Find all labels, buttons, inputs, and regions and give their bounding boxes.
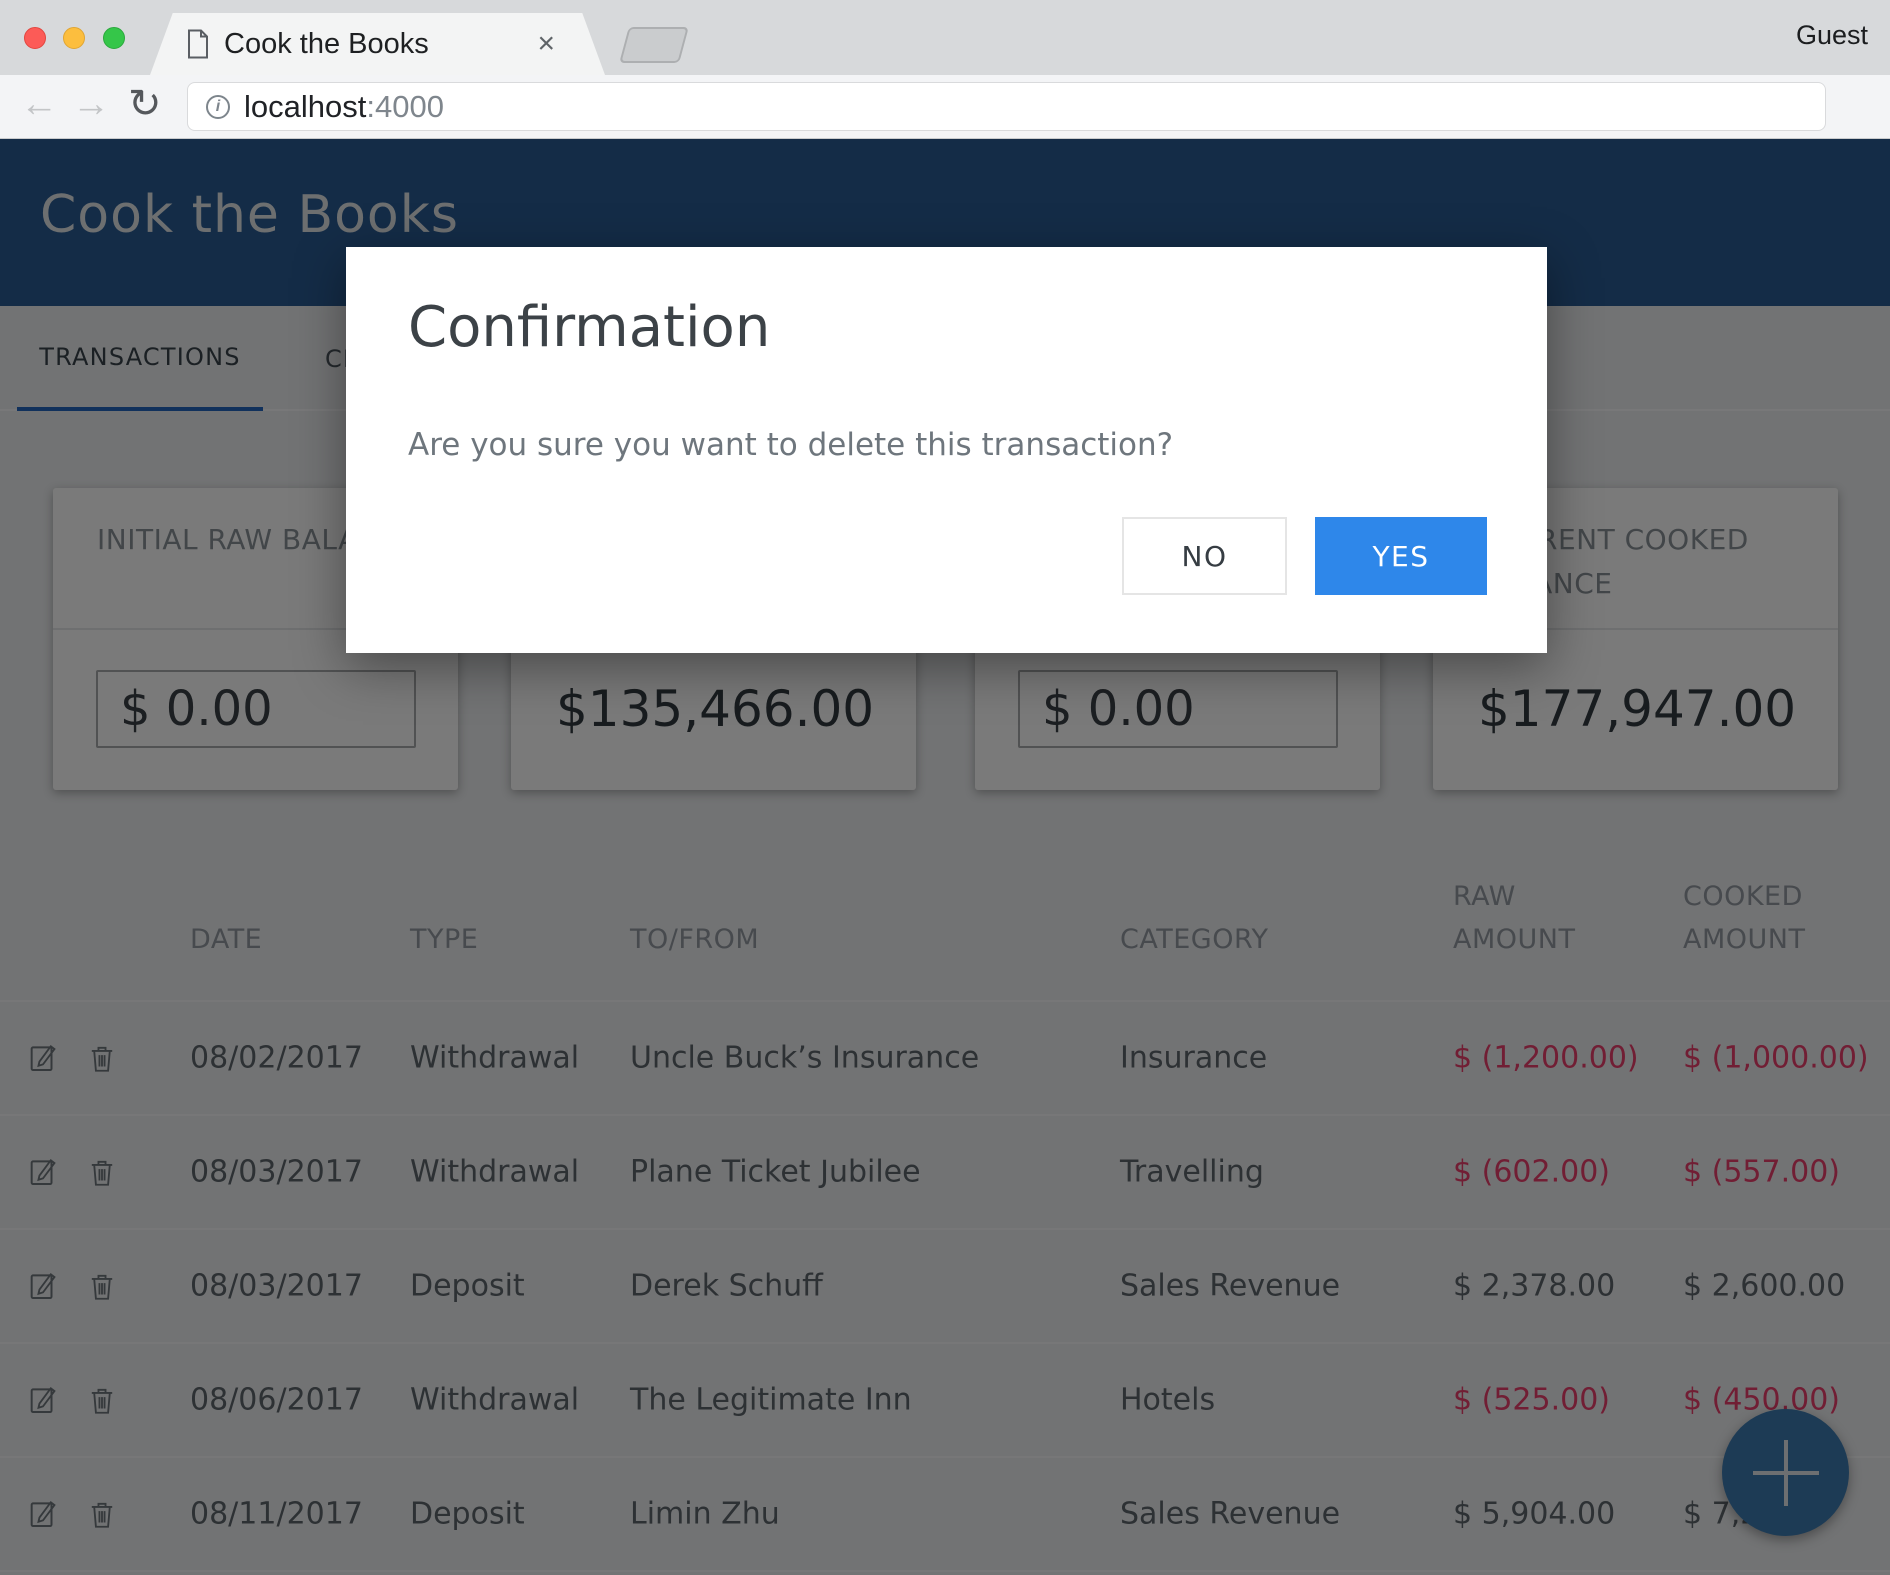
profile-label[interactable]: Guest (1795, 20, 1868, 50)
dialog-message: Are you sure you want to delete this tra… (408, 427, 1174, 463)
page-icon (188, 29, 208, 59)
forward-icon[interactable]: → (72, 83, 110, 125)
new-tab-button[interactable] (619, 27, 689, 63)
url-port: :4000 (366, 88, 444, 124)
zoom-window-button[interactable] (103, 27, 125, 49)
page-info-icon[interactable]: i (206, 94, 230, 119)
no-button[interactable]: NO (1122, 517, 1287, 595)
close-window-button[interactable] (24, 27, 46, 49)
minimize-window-button[interactable] (63, 27, 85, 49)
url-host: localhost (244, 88, 367, 124)
reload-icon[interactable]: ↻ (128, 82, 162, 126)
browser-tab-strip: Cook the Books × Guest (0, 0, 1890, 75)
confirmation-dialog: Confirmation Are you sure you want to de… (346, 247, 1547, 653)
tab-title: Cook the Books (224, 27, 429, 60)
address-bar[interactable]: i localhost:4000 (187, 82, 1826, 131)
back-icon[interactable]: ← (20, 83, 58, 125)
dialog-title: Confirmation (408, 295, 771, 360)
browser-tab[interactable]: Cook the Books × (150, 13, 605, 75)
yes-button[interactable]: YES (1315, 517, 1487, 595)
page-content: Cook the Books TRANSACTIONS CHARTS INITI… (0, 139, 1890, 1575)
tab-close-icon[interactable]: × (537, 27, 555, 60)
browser-toolbar: ← → ↻ i localhost:4000 ⋮ (0, 75, 1890, 203)
